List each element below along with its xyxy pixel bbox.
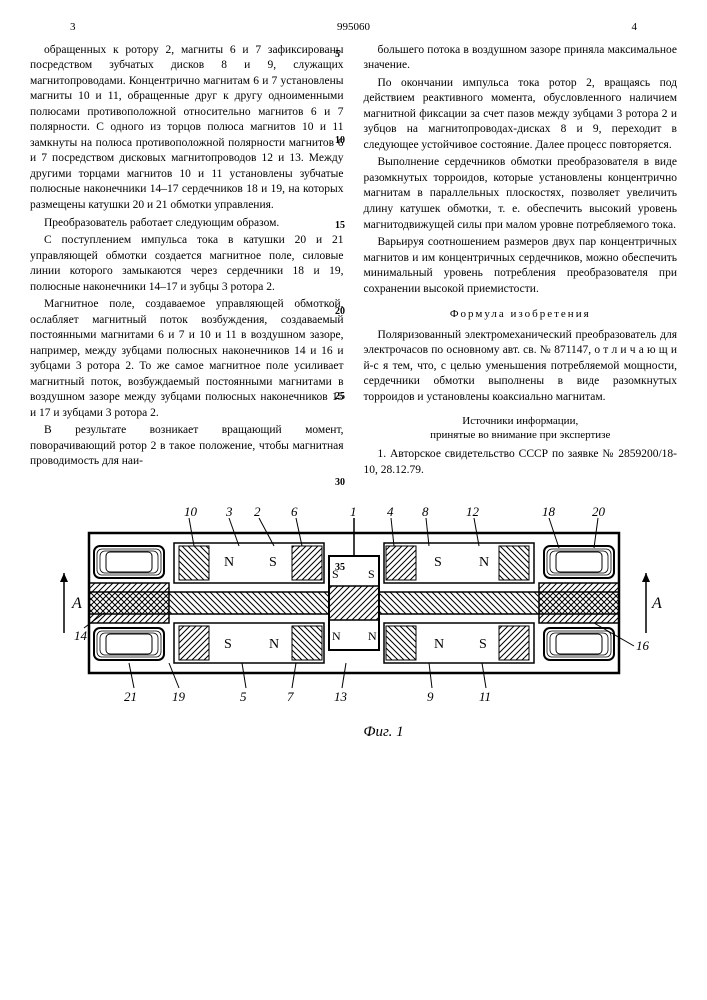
- svg-text:2: 2: [254, 504, 261, 519]
- svg-text:S: S: [368, 567, 375, 581]
- svg-text:11: 11: [479, 689, 491, 704]
- svg-text:6: 6: [291, 504, 298, 519]
- svg-text:N: N: [224, 555, 234, 570]
- right-column: большего потока в воздушном зазоре приня…: [364, 43, 678, 480]
- figure-1: N S S N S N N S S S N N: [30, 488, 677, 742]
- figure-svg: N S S N S N N S S S N N: [34, 488, 674, 718]
- svg-text:7: 7: [287, 689, 294, 704]
- svg-text:8: 8: [422, 504, 429, 519]
- left-column: обращенных к ротору 2, магниты 6 и 7 заф…: [30, 43, 344, 480]
- svg-text:N: N: [332, 629, 341, 643]
- refs-title: Источники информации, принятые во вниман…: [364, 414, 678, 444]
- page-left-num: 3: [70, 20, 76, 35]
- svg-text:14: 14: [74, 628, 88, 643]
- svg-text:19: 19: [172, 689, 186, 704]
- para: Преобразователь работает следующим образ…: [30, 216, 344, 232]
- svg-text:18: 18: [542, 504, 556, 519]
- page-right-num: 4: [632, 20, 638, 35]
- svg-text:3: 3: [225, 504, 233, 519]
- section-A-right: A: [642, 573, 662, 633]
- para: большего потока в воздушном зазоре приня…: [364, 43, 678, 74]
- formula-text: Поляризованный электромеханический преоб…: [364, 328, 678, 406]
- svg-text:S: S: [434, 555, 442, 570]
- para: В результате возникает вращающий момент,…: [30, 423, 344, 470]
- formula-title: Формула изобретения: [364, 307, 678, 322]
- para: По окончании импульса тока ротор 2, вращ…: [364, 76, 678, 154]
- svg-text:10: 10: [184, 504, 198, 519]
- line-numbers: 5 10 15 20 25 30 35: [335, 48, 345, 575]
- para: Магнитное поле, создаваемое управляющей …: [30, 297, 344, 421]
- svg-text:16: 16: [636, 638, 650, 653]
- svg-text:A: A: [71, 595, 82, 612]
- svg-text:9: 9: [427, 689, 434, 704]
- svg-text:13: 13: [334, 689, 348, 704]
- svg-text:S: S: [269, 555, 277, 570]
- para: Варьируя соотношением размеров двух пар …: [364, 235, 678, 297]
- svg-text:1: 1: [350, 504, 357, 519]
- text-columns: обращенных к ротору 2, магниты 6 и 7 заф…: [30, 43, 677, 480]
- svg-text:S: S: [479, 637, 487, 652]
- figure-caption: Фиг. 1: [90, 722, 677, 742]
- svg-text:21: 21: [124, 689, 137, 704]
- svg-text:S: S: [224, 637, 232, 652]
- svg-text:20: 20: [592, 504, 606, 519]
- para: Выполнение сердечников обмотки преобразо…: [364, 155, 678, 233]
- svg-text:A: A: [651, 595, 662, 612]
- patent-number: 995060: [337, 20, 370, 35]
- svg-text:N: N: [434, 637, 444, 652]
- svg-text:N: N: [368, 629, 377, 643]
- svg-text:12: 12: [466, 504, 480, 519]
- svg-text:5: 5: [240, 689, 247, 704]
- svg-text:N: N: [269, 637, 279, 652]
- para: обращенных к ротору 2, магниты 6 и 7 заф…: [30, 43, 344, 214]
- para: С поступлением импульса тока в катушки 2…: [30, 233, 344, 295]
- section-A-left: A: [60, 573, 82, 633]
- svg-text:4: 4: [387, 504, 394, 519]
- svg-text:N: N: [479, 555, 489, 570]
- refs-text: 1. Авторское свидетельство СССР по заявк…: [364, 447, 678, 478]
- page-header: 3 995060 4: [30, 20, 677, 35]
